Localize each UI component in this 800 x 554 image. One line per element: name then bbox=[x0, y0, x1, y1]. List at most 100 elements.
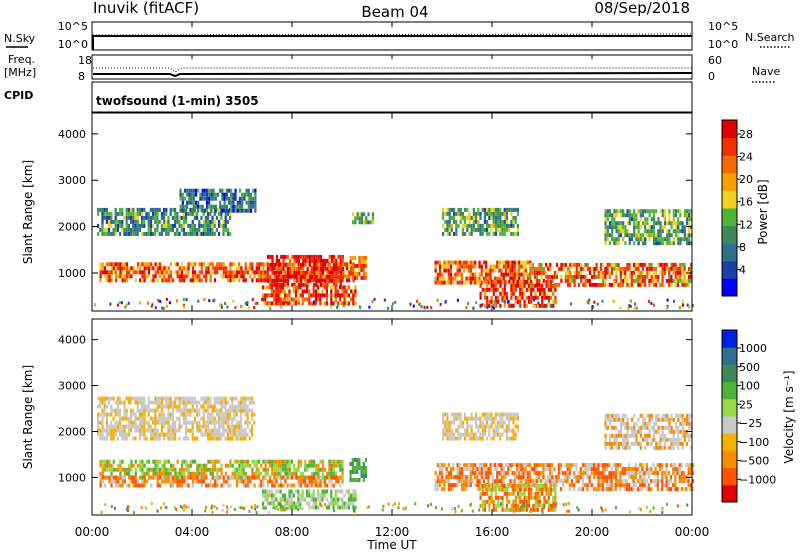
heatmap-cell bbox=[608, 274, 611, 279]
heatmap-cell bbox=[446, 424, 449, 429]
heatmap-cell bbox=[523, 491, 526, 496]
heatmap-cell bbox=[483, 219, 486, 224]
heatmap-cell bbox=[198, 420, 201, 425]
heatmap-cell bbox=[608, 213, 612, 218]
heatmap-cell bbox=[519, 295, 522, 300]
heatmap-cell bbox=[518, 260, 521, 265]
heatmap-cell bbox=[295, 475, 298, 480]
heatmap-cell bbox=[103, 396, 106, 401]
heatmap-cell bbox=[641, 282, 644, 287]
heatmap-cell bbox=[494, 211, 497, 216]
heatmap-cell bbox=[500, 467, 503, 472]
heatmap-cell bbox=[207, 266, 210, 271]
heatmap-cell bbox=[262, 293, 265, 298]
heatmap-cell bbox=[508, 483, 511, 488]
heatmap-cell bbox=[501, 416, 504, 421]
heatmap-cell bbox=[504, 475, 508, 480]
heatmap-cell bbox=[529, 260, 532, 265]
heatmap-cell bbox=[310, 278, 313, 283]
heatmap-cell bbox=[108, 219, 111, 224]
heatmap-cell bbox=[683, 209, 686, 214]
heatmap-cell bbox=[165, 420, 168, 425]
heatmap-cell bbox=[676, 467, 679, 472]
heatmap-cell bbox=[518, 467, 521, 472]
heatmap-cell bbox=[685, 282, 688, 287]
heatmap-cell bbox=[264, 467, 267, 472]
heatmap-cell bbox=[531, 479, 534, 484]
heatmap-cell bbox=[595, 471, 598, 476]
heatmap-cell bbox=[281, 285, 284, 290]
heatmap-cell bbox=[176, 404, 179, 409]
heatmap-cell bbox=[522, 467, 525, 472]
heatmap-cell bbox=[480, 475, 483, 480]
heatmap-cell bbox=[434, 487, 437, 492]
heatmap-cell bbox=[496, 260, 499, 265]
heatmap-cell bbox=[125, 471, 129, 476]
heatmap-cell bbox=[577, 270, 581, 275]
heatmap-cell bbox=[202, 211, 205, 216]
heatmap-cell bbox=[681, 282, 684, 287]
heatmap-cell bbox=[476, 479, 479, 484]
heatmap-cell bbox=[617, 237, 620, 242]
heatmap-cell bbox=[442, 412, 445, 417]
heatmap-cell bbox=[244, 262, 247, 267]
heatmap-cell bbox=[493, 268, 497, 273]
heatmap-cell bbox=[174, 396, 177, 401]
heatmap-cell bbox=[586, 487, 589, 492]
heatmap-cell bbox=[663, 266, 666, 271]
heatmap-cell bbox=[362, 275, 365, 280]
heatmap-cell bbox=[101, 223, 104, 228]
heatmap-cell bbox=[210, 204, 213, 209]
heatmap-cell bbox=[213, 298, 216, 302]
heatmap-cell bbox=[99, 463, 102, 468]
heatmap-cell bbox=[674, 483, 677, 488]
heatmap-cell bbox=[643, 262, 647, 267]
heatmap-cell bbox=[472, 416, 475, 421]
heatmap-cell bbox=[436, 260, 439, 265]
heatmap-cell bbox=[521, 287, 524, 292]
heatmap-cell bbox=[230, 196, 233, 201]
heatmap-cell bbox=[635, 225, 638, 230]
heatmap-cell bbox=[626, 421, 629, 426]
heatmap-cell bbox=[222, 404, 225, 409]
heatmap-cell bbox=[468, 432, 471, 437]
heatmap-cell bbox=[216, 483, 219, 488]
heatmap-cell bbox=[185, 270, 188, 275]
heatmap-cell bbox=[143, 278, 146, 283]
heatmap-cell bbox=[688, 221, 691, 226]
heatmap-cell bbox=[611, 425, 614, 430]
heatmap-cell bbox=[613, 213, 616, 218]
heatmap-cell bbox=[130, 219, 133, 224]
heatmap-cell bbox=[158, 231, 161, 236]
heatmap-cell bbox=[246, 412, 249, 417]
heatmap-cell bbox=[472, 223, 475, 228]
heatmap-cell bbox=[181, 200, 184, 205]
heatmap-cell bbox=[674, 266, 677, 271]
heatmap-cell bbox=[683, 229, 686, 234]
heatmap-cell bbox=[581, 463, 585, 468]
heatmap-cell bbox=[334, 289, 337, 294]
heatmap-cell bbox=[549, 491, 553, 496]
heatmap-cell bbox=[447, 272, 450, 277]
heatmap-cell bbox=[299, 471, 302, 476]
heatmap-cell bbox=[661, 266, 664, 271]
heatmap-cell bbox=[345, 293, 348, 298]
heatmap-cell bbox=[599, 274, 603, 279]
heatmap-cell bbox=[444, 219, 447, 224]
heatmap-cell bbox=[341, 497, 344, 502]
heatmap-cell bbox=[504, 272, 508, 277]
heatmap-cell bbox=[244, 459, 247, 464]
heatmap-cell bbox=[205, 192, 209, 197]
heatmap-cell bbox=[652, 241, 656, 246]
heatmap-cell bbox=[676, 471, 679, 476]
heatmap-cell bbox=[125, 215, 128, 220]
heatmap-cell bbox=[527, 287, 531, 292]
heatmap-cell bbox=[209, 227, 212, 232]
heatmap-cell bbox=[127, 432, 130, 437]
heatmap-cell bbox=[448, 231, 451, 236]
heatmap-cell bbox=[347, 301, 350, 306]
heatmap-cell bbox=[454, 475, 457, 480]
heatmap-cell bbox=[691, 487, 695, 492]
heatmap-cell bbox=[634, 475, 637, 480]
heatmap-cell bbox=[200, 215, 203, 220]
